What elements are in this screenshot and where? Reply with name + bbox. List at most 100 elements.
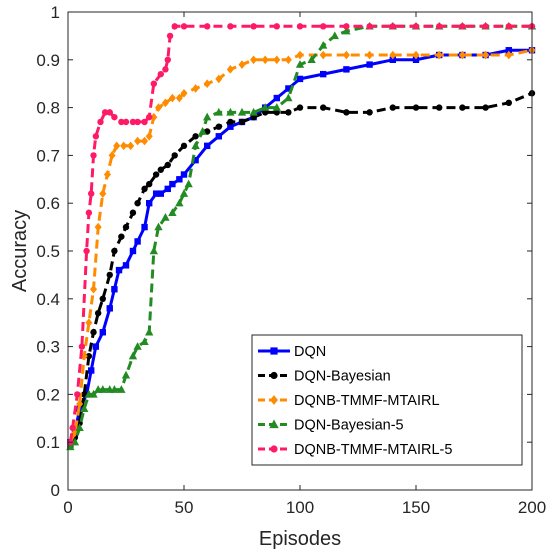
legend-marker-dqn-bayesian: [270, 371, 278, 380]
data-point-dqnb-tmmf-mtairl: [180, 88, 188, 98]
data-point-dqnb-tmmf-mtairl: [412, 50, 420, 60]
data-point-dqn-bayesian-5: [121, 370, 131, 379]
data-point-dqn-bayesian: [238, 118, 246, 126]
data-point-dqn-bayesian: [366, 109, 373, 116]
y-tick-label: 0.6: [36, 194, 60, 213]
data-point-dqn-bayesian: [164, 161, 171, 169]
data-point-dqnb-tmmf-mtairl: [76, 399, 84, 409]
y-tick-label: 1: [51, 3, 60, 22]
data-point-dqn: [180, 171, 188, 178]
data-point-dqn-bayesian-5: [117, 385, 126, 393]
data-point-dqnb-tmmf-mtairl-5: [227, 23, 234, 30]
data-point-dqn: [389, 56, 396, 63]
data-point-dqn: [164, 185, 171, 193]
data-point-dqnb-tmmf-mtairl: [103, 170, 111, 179]
data-point-dqnb-tmmf-mtairl: [192, 84, 200, 93]
data-point-dqn-bayesian-5: [249, 107, 258, 116]
series-line-dqnb-tmmf-mtairl: [68, 48, 533, 443]
data-point-dqn-bayesian-5: [261, 103, 270, 111]
data-point-dqn: [146, 200, 153, 207]
data-point-dqn: [129, 247, 137, 255]
data-point-dqnb-tmmf-mtairl-5: [482, 23, 489, 30]
data-point-dqn: [106, 305, 113, 312]
data-point-dqn: [115, 266, 123, 274]
data-point-dqn: [141, 223, 148, 231]
data-point-dqnb-tmmf-mtairl: [127, 141, 135, 151]
data-point-dqn-bayesian-5: [237, 107, 247, 116]
data-point-dqn-bayesian: [320, 104, 327, 111]
data-point-dqn-bayesian-5: [175, 198, 184, 207]
data-point-dqn-bayesian: [285, 109, 292, 116]
y-tick-label: 0.2: [36, 385, 60, 404]
data-point-dqnb-tmmf-mtairl: [99, 189, 107, 198]
y-tick-label: 0.4: [36, 290, 60, 309]
data-point-dqn-bayesian-5: [98, 385, 107, 393]
data-point-dqnb-tmmf-mtairl: [134, 136, 142, 146]
data-point-dqnb-tmmf-mtairl-5: [74, 391, 81, 398]
data-point-dqnb-tmmf-mtairl-5: [134, 118, 141, 126]
data-point-dqn-bayesian-5: [307, 55, 316, 63]
data-point-dqn: [122, 262, 130, 269]
data-point-dqn-bayesian-5: [214, 107, 223, 116]
data-point-dqnb-tmmf-mtairl: [505, 50, 513, 60]
data-point-dqn: [505, 47, 512, 54]
data-point-dqn-bayesian: [118, 233, 125, 240]
data-point-dqnb-tmmf-mtairl: [296, 50, 304, 60]
data-point-dqnb-tmmf-mtairl: [90, 284, 98, 294]
data-point-dqnb-tmmf-mtairl: [458, 50, 466, 60]
x-axis-label: Episodes: [259, 528, 341, 550]
legend-marker-dqnb-tmmf-mtairl-5: [270, 445, 278, 453]
x-tick-label: 100: [286, 498, 314, 517]
data-point-dqnb-tmmf-mtairl: [94, 222, 102, 232]
x-tick-label: 50: [175, 498, 194, 517]
data-point-dqnb-tmmf-mtairl-5: [250, 23, 257, 30]
data-point-dqnb-tmmf-mtairl-5: [146, 113, 153, 121]
legend: DQN DQN-Bayesian DQNB-TMMF-MTAIRL DQN-Bayes…: [251, 334, 523, 466]
data-point-dqnb-tmmf-mtairl-5: [78, 343, 86, 350]
data-point-dqnb-tmmf-mtairl: [261, 55, 269, 65]
data-point-dqnb-tmmf-mtairl: [203, 79, 211, 89]
data-point-dqnb-tmmf-mtairl-5: [164, 56, 171, 63]
series-dqnb-tmmf-mtairl: [66, 45, 536, 447]
data-point-dqnb-tmmf-mtairl-5: [83, 247, 90, 255]
legend-label-dqn-bayesian: DQN-Bayesian: [294, 369, 391, 385]
data-point-dqnb-tmmf-mtairl-5: [162, 66, 169, 73]
data-point-dqnb-tmmf-mtairl: [482, 50, 490, 60]
data-point-dqn-bayesian: [157, 166, 164, 173]
data-point-dqn-bayesian: [122, 223, 130, 231]
data-point-dqnb-tmmf-mtairl-5: [106, 109, 113, 116]
data-point-dqnb-tmmf-mtairl: [113, 141, 121, 151]
data-point-dqn-bayesian: [482, 104, 489, 111]
data-point-dqn-bayesian-5: [226, 107, 235, 116]
data-point-dqn-bayesian: [106, 271, 113, 279]
data-point-dqnb-tmmf-mtairl: [273, 55, 281, 65]
data-point-dqnb-tmmf-mtairl-5: [118, 118, 125, 126]
data-point-dqnb-tmmf-mtairl-5: [343, 23, 350, 30]
data-point-dqn-bayesian: [111, 247, 118, 255]
series-layer: [66, 21, 537, 451]
data-point-dqnb-tmmf-mtairl-5: [459, 23, 466, 30]
legend-marker-dqn: [270, 347, 278, 355]
data-point-dqn: [99, 329, 106, 336]
data-point-dqn-bayesian-5: [319, 40, 328, 49]
data-point-dqn-bayesian: [129, 209, 137, 216]
data-point-dqn: [296, 75, 304, 83]
data-point-dqn: [215, 133, 222, 140]
data-point-dqnb-tmmf-mtairl: [108, 151, 116, 160]
data-point-dqn-bayesian-5: [295, 60, 305, 68]
legend-box: [251, 334, 523, 466]
data-point-dqn-bayesian: [146, 180, 153, 188]
data-point-dqn: [285, 85, 292, 92]
y-tick-label: 0: [51, 481, 60, 500]
data-point-dqnb-tmmf-mtairl-5: [296, 23, 304, 30]
data-point-dqnb-tmmf-mtairl-5: [88, 190, 95, 197]
data-point-dqn-bayesian-5: [149, 246, 158, 255]
data-point-dqn: [134, 238, 141, 245]
data-point-dqnb-tmmf-mtairl: [141, 136, 149, 146]
data-point-dqn-bayesian-5: [342, 26, 351, 35]
data-point-dqn-bayesian-5: [184, 179, 193, 188]
y-tick-label: 0.7: [36, 146, 60, 165]
data-point-dqnb-tmmf-mtairl-5: [90, 152, 97, 159]
data-point-dqnb-tmmf-mtairl: [150, 112, 158, 122]
legend-marker-dqn-bayesian-5: [269, 419, 279, 429]
